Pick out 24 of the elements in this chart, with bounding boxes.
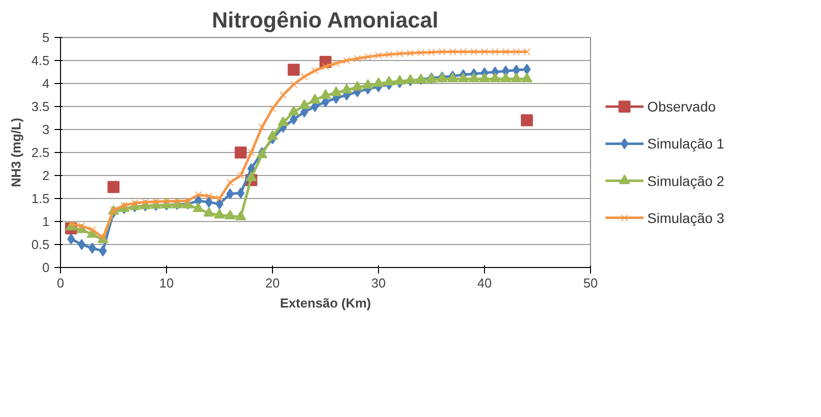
- y-tick-label: 2: [42, 168, 50, 183]
- y-tick-label: 3.5: [31, 99, 50, 114]
- y-tick-label: 0: [42, 260, 50, 275]
- y-tick-label: 1.5: [31, 191, 50, 206]
- y-tick-label: 4: [42, 76, 50, 91]
- y-tick-label: 3: [42, 122, 50, 137]
- y-tick-label: 5: [42, 30, 50, 45]
- y-tick-label: 1: [42, 214, 50, 229]
- y-tick-label: 0.5: [31, 237, 50, 252]
- legend-label: Simulação 1: [647, 136, 725, 152]
- x-tick-label: 10: [159, 276, 174, 290]
- y-tick-label: 4.5: [31, 53, 50, 68]
- chart-title: Nitrogênio Amoniacal: [212, 8, 438, 32]
- x-axis-title: Extensão (Km): [280, 296, 372, 310]
- y-tick-label: 2.5: [31, 145, 50, 160]
- y-axis-title: NH3 (mg/L): [8, 118, 24, 188]
- legend-label: Simulação 3: [647, 210, 725, 226]
- x-tick-label: 20: [265, 276, 280, 290]
- legend-label: Observado: [647, 98, 716, 115]
- x-tick-label: 30: [371, 276, 386, 290]
- legend-label: Simulação 2: [647, 172, 725, 189]
- x-tick-label: 50: [583, 276, 598, 290]
- x-tick-label: 0: [56, 276, 64, 290]
- x-tick-label: 40: [477, 276, 492, 290]
